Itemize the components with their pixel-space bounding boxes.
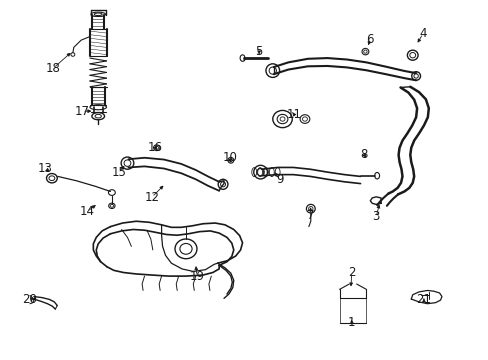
Text: 14: 14 [80,205,94,218]
Text: 10: 10 [222,151,237,164]
Text: 6: 6 [366,32,373,46]
Text: 21: 21 [416,293,430,306]
Text: 8: 8 [360,148,367,161]
Text: 12: 12 [144,191,159,204]
Text: 11: 11 [286,108,301,121]
Text: 7: 7 [306,209,313,222]
Text: 16: 16 [147,140,163,153]
Text: 4: 4 [418,27,426,40]
Text: 17: 17 [75,105,89,118]
Text: 20: 20 [22,293,37,306]
Text: 2: 2 [347,266,355,279]
Text: 5: 5 [255,45,262,58]
Text: 9: 9 [275,173,283,186]
Text: 19: 19 [189,270,204,283]
Text: 3: 3 [372,211,379,224]
Text: 1: 1 [347,316,355,329]
Text: 13: 13 [38,162,53,175]
Text: 18: 18 [46,62,61,75]
Text: 15: 15 [111,166,126,179]
